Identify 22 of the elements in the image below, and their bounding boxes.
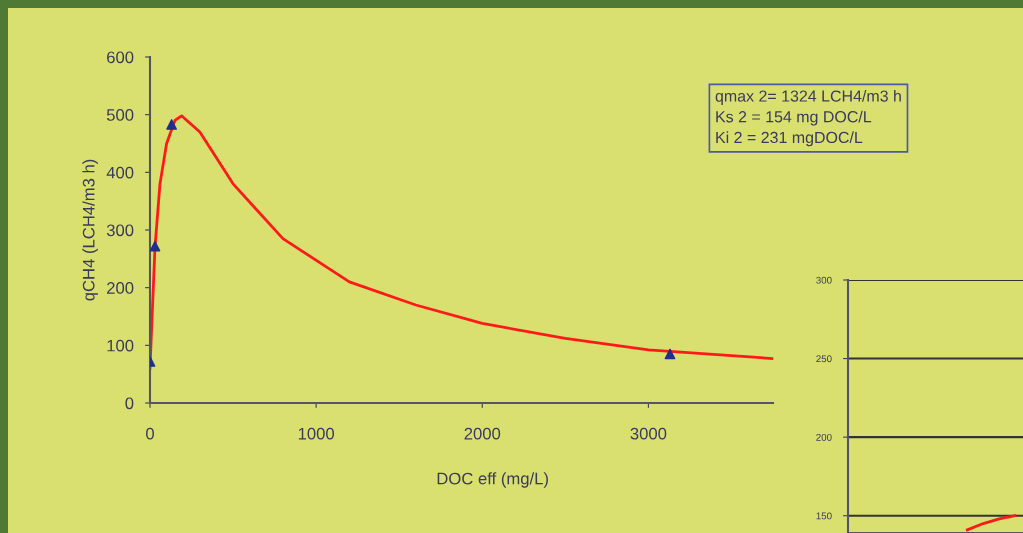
y-tick-label: 200 <box>107 282 134 294</box>
y-tick-label: 400 <box>106 166 134 179</box>
y-axis-title: qCH4 (LCH4/m3 h) <box>82 159 98 301</box>
y-tick-label: 200 <box>816 433 832 441</box>
line-series <box>965 514 1017 532</box>
y-tick-label: 300 <box>106 224 134 237</box>
x-tick-label: 0 <box>146 427 154 440</box>
point <box>150 240 161 252</box>
x-tick-label: 3000 <box>630 427 667 440</box>
x-axis-title: DOC eff (mg/L) <box>437 472 548 488</box>
y-tick-label: 300 <box>816 276 832 284</box>
x-tick-label: 1000 <box>298 427 335 440</box>
y-tick-label: 100 <box>107 339 134 352</box>
point <box>166 119 177 130</box>
x-tick-label: 2000 <box>464 427 501 440</box>
y-tick-label: 500 <box>106 109 134 121</box>
annotation: qmax 2= 1324 LCH4/m3 h Ks 2 = 154 mg DOC/L Ki 2 = 231 mgDOC/L <box>715 90 901 147</box>
point <box>664 348 676 360</box>
y-tick-label: 0 <box>125 397 134 410</box>
y-tick-label: 150 <box>816 512 832 520</box>
y-tick-label: 250 <box>816 355 832 363</box>
y-tick-label: 600 <box>107 51 134 64</box>
